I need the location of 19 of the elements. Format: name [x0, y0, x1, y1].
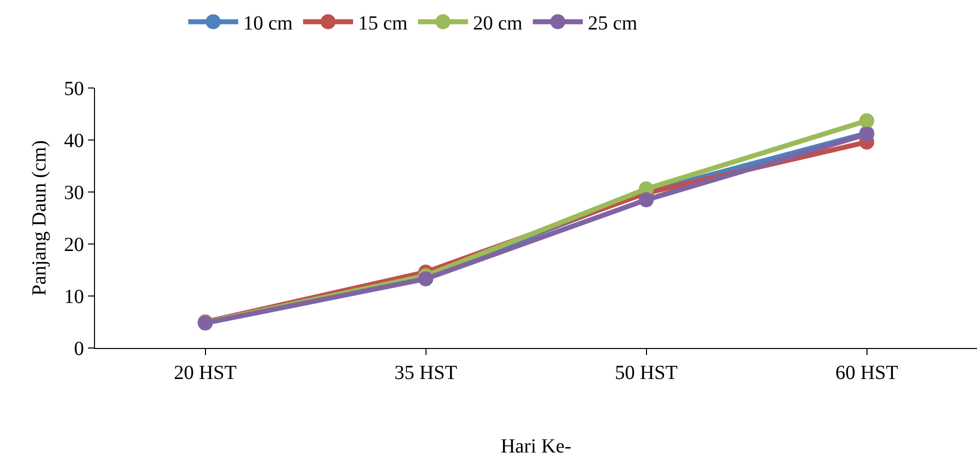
legend-label: 20 cm: [472, 12, 523, 34]
y-tick-label: 20: [64, 234, 84, 256]
y-tick-label: 50: [64, 78, 84, 100]
y-axis-title: Panjang Daun (cm): [28, 140, 50, 296]
y-tick-label: 30: [64, 182, 84, 204]
point: [418, 271, 434, 286]
x-axis-title: Hari Ke-: [500, 436, 572, 458]
x-tick-label: 60 HST: [835, 362, 898, 384]
point: [859, 113, 874, 128]
y-tick-label: 0: [74, 338, 84, 360]
legend-label: 15 cm: [358, 12, 408, 34]
y-tick-label: 40: [64, 130, 84, 152]
legend-label: 10 cm: [243, 12, 294, 34]
x-tick-label: 35 HST: [394, 362, 458, 384]
legend-label: 25 cm: [588, 12, 638, 34]
y-tick-label: 10: [64, 286, 84, 308]
point: [638, 192, 654, 208]
x-tick-label: 20 HST: [174, 362, 237, 384]
x-tick-label: 50 HST: [614, 362, 678, 384]
